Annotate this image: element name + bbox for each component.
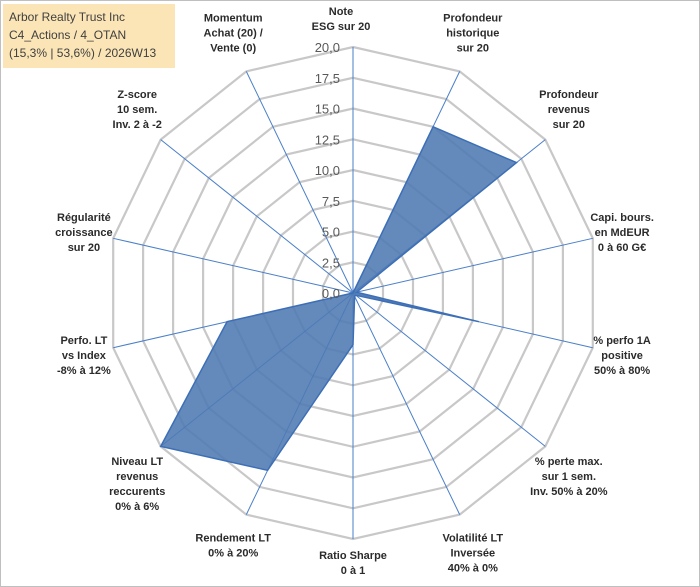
chart-title-company: Arbor Realty Trust Inc xyxy=(9,10,126,24)
axis-label: Capi. bours. en MdEUR 0 à 60 G€ xyxy=(590,212,654,254)
axis-label: Momentum Achat (20) / Vente (0) xyxy=(204,12,263,54)
axis-label: Niveau LT revenus reccurents 0% à 6% xyxy=(109,456,165,513)
axis-label: Profondeur historique sur 20 xyxy=(443,12,503,54)
axis-spoke xyxy=(160,139,354,294)
tick-label: 10,0 xyxy=(315,163,340,178)
axis-spoke xyxy=(352,237,593,294)
chart-title-box: Arbor Realty Trust Inc C4_Actions / 4_OT… xyxy=(3,4,175,68)
series-area xyxy=(159,125,518,472)
axis-spoke xyxy=(113,237,354,294)
axis-spoke xyxy=(245,71,354,294)
axis-label: Perfo. LT vs Index -8% à 12% xyxy=(57,335,111,377)
tick-label: 7,5 xyxy=(322,194,340,209)
tick-label: 5,0 xyxy=(322,225,340,240)
axis-label: Ratio Sharpe 0 à 1 xyxy=(319,550,387,577)
axis-label: % perte max. sur 1 sem. Inv. 50% à 20% xyxy=(530,456,608,498)
axis-spoke xyxy=(352,292,461,515)
tick-label: 20,0 xyxy=(315,40,340,55)
tick-label: 17,5 xyxy=(315,71,340,86)
chart-title-portfolio: C4_Actions / 4_OTAN xyxy=(9,28,127,42)
tick-label: 2,5 xyxy=(322,255,340,270)
axis-spoke xyxy=(352,292,546,447)
axis-label: % perfo 1A positive 50% à 80% xyxy=(593,335,651,377)
axis-label: Volatilité LT Inversée 40% à 0% xyxy=(442,533,503,575)
axis-label: Rendement LT 0% à 20% xyxy=(195,533,271,560)
chart-title-stats: (15,3% | 53,6%) / 2026W13 xyxy=(9,46,157,60)
axis-label: Régularité croissance sur 20 xyxy=(55,212,112,254)
axis-label: Note ESG sur 20 xyxy=(312,6,371,33)
axis-label: Z-score 10 sem. Inv. 2 à -2 xyxy=(113,89,162,131)
tick-label: 12,5 xyxy=(315,132,340,147)
tick-label: 0,0 xyxy=(322,286,340,301)
axis-label: Profondeur revenus sur 20 xyxy=(539,89,599,131)
tick-label: 15,0 xyxy=(315,102,340,117)
